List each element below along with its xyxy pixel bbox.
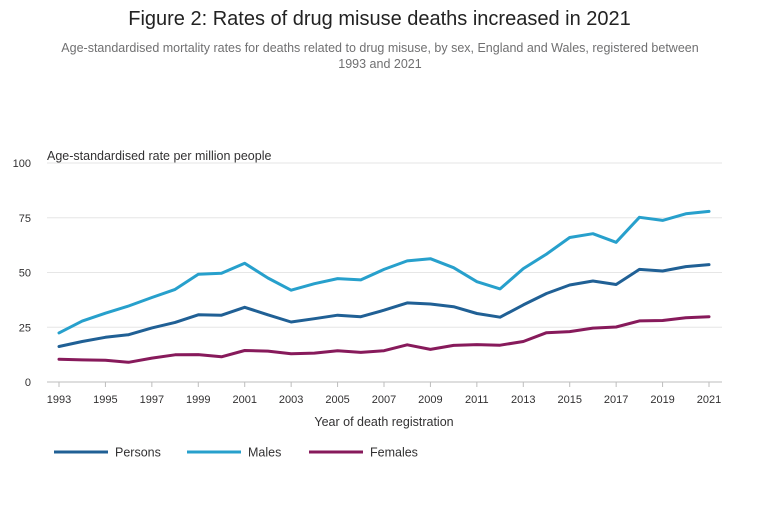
chart-title: Figure 2: Rates of drug misuse deaths in… <box>128 8 631 30</box>
y-axis-title: Age-standardised rate per million people <box>47 149 271 163</box>
series-line-males <box>57 209 711 335</box>
y-tick-label: 25 <box>19 322 31 334</box>
x-axis-ticks: 1993 1995 1997 1999 2001 2003 2005 2007 2009 2011… <box>47 382 721 406</box>
y-tick-label: 100 <box>13 158 31 170</box>
y-tick-label: 75 <box>19 213 31 225</box>
legend: Persons Males Females <box>54 446 418 460</box>
legend-label-females: Females <box>370 446 418 460</box>
x-tick-label: 1999 <box>186 394 210 406</box>
legend-label-males: Males <box>248 446 281 460</box>
series-lines <box>57 209 711 364</box>
x-tick-label: 1993 <box>47 394 71 406</box>
x-tick-label: 2017 <box>604 394 628 406</box>
x-tick-label: 2001 <box>232 394 256 406</box>
x-tick-label: 2003 <box>279 394 303 406</box>
y-tick-label: 50 <box>19 268 31 280</box>
x-tick-label: 2009 <box>418 394 442 406</box>
x-tick-label: 1995 <box>93 394 117 406</box>
x-tick-label: 2015 <box>557 394 581 406</box>
x-tick-label: 2011 <box>465 394 489 406</box>
x-tick-label: 2021 <box>697 394 721 406</box>
x-tick-label: 2005 <box>325 394 349 406</box>
y-tick-label: 0 <box>25 377 31 389</box>
x-axis-title: Year of death registration <box>314 415 453 429</box>
legend-label-persons: Persons <box>115 446 161 460</box>
x-tick-label: 2013 <box>511 394 535 406</box>
chart-subtitle: Age-standardised mortality rates for dea… <box>61 41 699 71</box>
x-tick-label: 1997 <box>140 394 164 406</box>
x-tick-label: 2019 <box>650 394 674 406</box>
x-tick-label: 2007 <box>372 394 396 406</box>
series-line-persons <box>57 263 711 348</box>
series-line-females <box>57 315 711 364</box>
y-axis-ticks: 0 25 50 75 100 <box>13 158 31 389</box>
